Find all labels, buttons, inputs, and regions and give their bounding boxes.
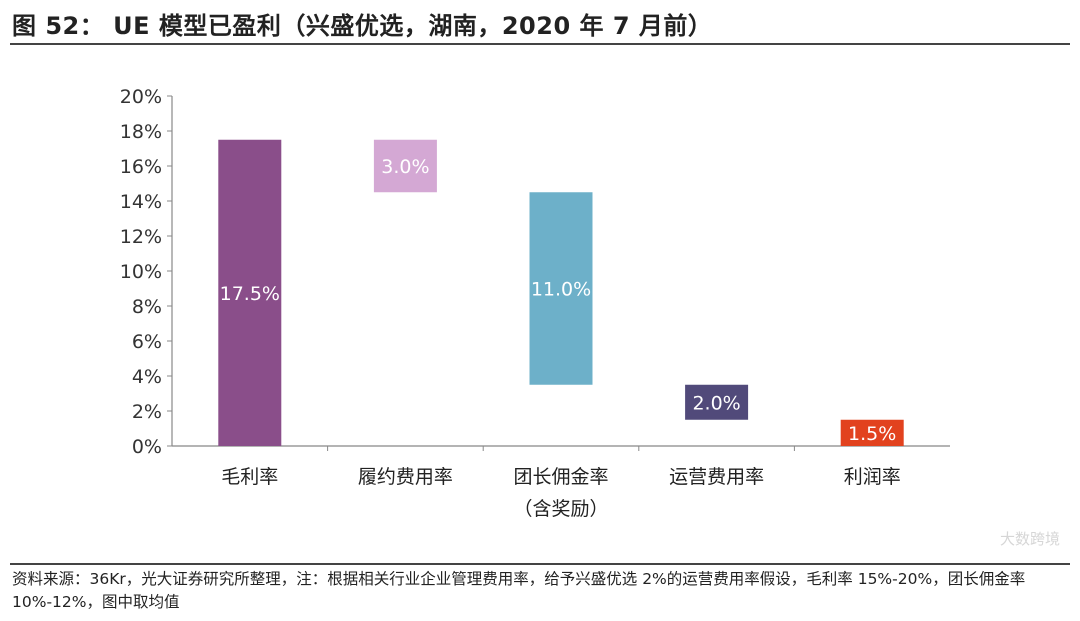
y-tick-label: 2% [132, 401, 162, 423]
data-label: 11.0% [531, 279, 591, 301]
bar-3 [685, 384, 749, 420]
x-category-label: 团长佣金率 [513, 466, 608, 488]
x-category-label: 运营费用率 [669, 466, 764, 488]
y-tick-label: 18% [120, 121, 162, 143]
title-divider [10, 43, 1070, 45]
y-tick-label: 6% [132, 331, 162, 353]
y-tick-label: 10% [120, 261, 162, 283]
y-tick-label: 8% [132, 296, 162, 318]
chart-title: 图 52： UE 模型已盈利（兴盛优选，湖南，2020 年 7 月前） [12, 12, 713, 40]
x-category-label: 利润率 [844, 466, 901, 488]
bar-1 [373, 139, 437, 193]
x-category-label: （含奖励） [513, 498, 608, 520]
source-note: 资料来源：36Kr，光大证券研究所整理，注：根据相关行业企业管理费用率，给予兴盛… [12, 570, 1026, 611]
data-label: 1.5% [848, 423, 896, 445]
y-tick-label: 12% [120, 226, 162, 248]
footer-divider [10, 563, 1070, 565]
y-tick-label: 4% [132, 366, 162, 388]
x-category-label: 履约费用率 [358, 466, 453, 488]
y-tick-label: 16% [120, 156, 162, 178]
y-tick-label: 20% [120, 86, 162, 108]
data-label: 17.5% [220, 283, 280, 305]
waterfall-chart: 0% 2% 4% 6% 8% 10% 12% 14% 16% 18% 20% 17.5% 毛利率 3.0%… [120, 86, 950, 520]
watermark: 大数跨境 [999, 530, 1060, 548]
bar-0 [218, 139, 282, 446]
data-label: 2.0% [692, 392, 740, 414]
y-tick-label: 0% [132, 436, 162, 458]
x-category-label: 毛利率 [221, 466, 278, 488]
bar-4 [840, 419, 904, 446]
data-label: 3.0% [381, 156, 429, 178]
bar-2 [529, 192, 593, 385]
y-tick-label: 14% [120, 191, 162, 213]
